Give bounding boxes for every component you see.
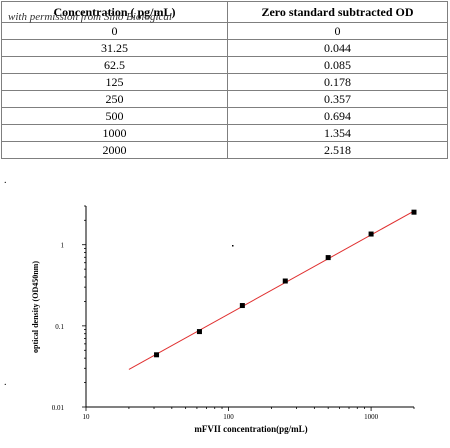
cell-concentration: 0 (1, 22, 228, 40)
cell-concentration: 31.25 (1, 39, 228, 57)
y-tick-label: 0.01 (52, 404, 65, 412)
x-tick-label: 1000 (364, 413, 379, 421)
y-axis-label: optical density (OD450nm) (31, 261, 40, 353)
standard-curve-table: Concentration ( pg/mL) with permission f… (1, 1, 448, 159)
table-row: 62.5 0.085 (1, 56, 448, 74)
chart-axes: 10 100 1000 0.01 0.1 1 (52, 205, 415, 421)
header-concentration-label: Concentration ( pg/mL) (53, 4, 176, 19)
cell-od: 0.044 (227, 39, 448, 57)
x-axis-label: mFVII concentration(pg/mL) (194, 424, 307, 434)
cell-od: 0.085 (227, 56, 448, 74)
cell-concentration: 1000 (1, 124, 228, 142)
x-tick-label: 10 (83, 413, 91, 421)
data-point (282, 278, 288, 284)
table-row: 31.25 0.044 (1, 39, 448, 57)
bullet-dot: . (4, 377, 7, 388)
cell-concentration: 62.5 (1, 56, 228, 74)
fit-line-group (128, 210, 415, 370)
table-row: 2000 2.518 (1, 141, 448, 159)
data-point (325, 255, 331, 261)
cell-od: 0.357 (227, 90, 448, 108)
cell-od: 0.694 (227, 107, 448, 125)
table-row: 125 0.178 (1, 73, 448, 91)
cell-od: 0 (227, 22, 448, 40)
data-point (239, 303, 245, 309)
y-tick-label: 0.1 (55, 323, 64, 331)
data-point (368, 231, 374, 237)
cell-od: 1.354 (227, 124, 448, 142)
y-tick-label: 1 (61, 242, 65, 250)
bullet-dot: . (4, 175, 7, 186)
cell-concentration: 250 (1, 90, 228, 108)
cell-concentration: 2000 (1, 141, 228, 159)
header-concentration: Concentration ( pg/mL) with permission f… (1, 1, 228, 23)
table-body: 0 0 31.25 0.044 62.5 0.085 125 0.178 250 0.357 500… (1, 22, 448, 159)
x-tick-label: 100 (223, 413, 234, 421)
data-point (196, 329, 202, 335)
table-row: 500 0.694 (1, 107, 448, 125)
standard-curve-chart: 10 100 1000 0.01 0.1 1 mFVII concentration(pg… (31, 205, 417, 434)
data-point (411, 209, 417, 215)
table-header-row: Concentration ( pg/mL) with permission f… (1, 1, 448, 23)
cell-od: 2.518 (227, 141, 448, 159)
cell-concentration: 500 (1, 107, 228, 125)
cell-od: 0.178 (227, 73, 448, 91)
header-od: Zero standard subtracted OD (227, 1, 448, 23)
data-points-group (154, 209, 417, 358)
table-row: 250 0.357 (1, 90, 448, 108)
cell-concentration: 125 (1, 73, 228, 91)
table-row: 1000 1.354 (1, 124, 448, 142)
data-point (154, 352, 160, 358)
stray-mark (232, 245, 234, 247)
fit-line (128, 210, 415, 370)
